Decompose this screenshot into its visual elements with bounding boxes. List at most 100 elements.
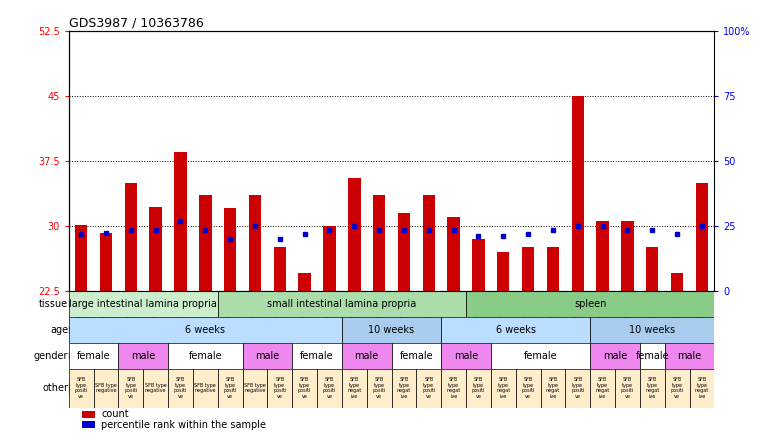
Bar (199, 195, 212, 291)
Text: SFB
type
positi
ve: SFB type positi ve (124, 377, 138, 399)
Bar (565, 369, 591, 408)
Text: 10 weeks: 10 weeks (630, 325, 675, 335)
Bar (547, 247, 559, 291)
Bar (94, 369, 118, 408)
Bar (299, 274, 311, 291)
Bar (348, 178, 361, 291)
Polygon shape (69, 300, 73, 308)
Bar (342, 369, 367, 408)
Bar (193, 369, 218, 408)
Text: female: female (636, 351, 669, 361)
Bar (392, 369, 416, 408)
Text: SFB type
negative: SFB type negative (145, 383, 167, 393)
Bar (516, 369, 541, 408)
Text: SFB
type
negat
ive: SFB type negat ive (694, 377, 709, 399)
Bar (422, 195, 435, 291)
Text: percentile rank within the sample: percentile rank within the sample (101, 420, 266, 430)
Bar (100, 233, 112, 291)
Bar (125, 182, 137, 291)
Text: SFB
type
positi
ve: SFB type positi ve (571, 377, 584, 399)
Bar (317, 369, 342, 408)
Bar (293, 369, 317, 408)
Bar (466, 369, 491, 408)
Text: GDS3987 / 10363786: GDS3987 / 10363786 (69, 17, 203, 30)
Bar (398, 213, 410, 291)
Bar (497, 252, 510, 291)
Bar (491, 369, 516, 408)
Text: SFB
type
positi
ve: SFB type positi ve (74, 377, 88, 399)
Bar (174, 152, 186, 291)
Bar (621, 222, 633, 291)
Bar (243, 369, 267, 408)
Text: spleen: spleen (574, 299, 607, 309)
Bar (224, 209, 236, 291)
Text: SFB
type
positi
ve: SFB type positi ve (322, 377, 336, 399)
Bar (293, 343, 342, 369)
Text: SFB
type
negat
ive: SFB type negat ive (645, 377, 659, 399)
Bar (466, 291, 714, 317)
Polygon shape (69, 352, 73, 360)
Text: 6 weeks: 6 weeks (496, 325, 536, 335)
Bar (442, 343, 491, 369)
Text: 6 weeks: 6 weeks (186, 325, 225, 335)
Bar (591, 369, 615, 408)
Text: small intestinal lamina propria: small intestinal lamina propria (267, 299, 416, 309)
Bar (75, 225, 87, 291)
Bar (267, 369, 293, 408)
Bar (646, 247, 659, 291)
Bar (591, 317, 714, 343)
Bar (373, 195, 385, 291)
Bar (448, 217, 460, 291)
Bar (571, 96, 584, 291)
Text: male: male (454, 351, 478, 361)
Text: male: male (603, 351, 627, 361)
Text: 10 weeks: 10 weeks (368, 325, 415, 335)
Bar (491, 343, 591, 369)
Bar (118, 369, 144, 408)
Bar (168, 343, 243, 369)
Bar (690, 369, 714, 408)
Polygon shape (69, 326, 73, 333)
Bar (665, 369, 690, 408)
Text: SFB
type
positi
ve: SFB type positi ve (620, 377, 634, 399)
Bar (168, 369, 193, 408)
Bar (392, 343, 442, 369)
Text: SFB
type
positi
ve: SFB type positi ve (298, 377, 312, 399)
Bar (274, 247, 286, 291)
Bar (416, 369, 442, 408)
Text: SFB
type
negat
ive: SFB type negat ive (347, 377, 361, 399)
Bar (367, 369, 392, 408)
Bar (323, 226, 335, 291)
Bar (640, 369, 665, 408)
Text: SFB
type
negat
ive: SFB type negat ive (496, 377, 510, 399)
Text: male: male (255, 351, 280, 361)
Bar (696, 182, 708, 291)
Bar (150, 207, 162, 291)
Bar (82, 411, 95, 418)
Bar (671, 274, 683, 291)
Bar (249, 195, 261, 291)
Text: SFB
type
positi
ve: SFB type positi ve (521, 377, 535, 399)
Bar (69, 291, 218, 317)
Bar (218, 291, 466, 317)
Bar (69, 369, 93, 408)
Bar (640, 343, 665, 369)
Bar (218, 369, 243, 408)
Bar (342, 343, 392, 369)
Text: tissue: tissue (39, 299, 68, 309)
Bar (118, 343, 168, 369)
Bar (442, 369, 466, 408)
Text: male: male (678, 351, 701, 361)
Text: male: male (354, 351, 379, 361)
Text: gender: gender (34, 351, 68, 361)
Text: female: female (523, 351, 558, 361)
Bar (522, 247, 534, 291)
Bar (69, 343, 118, 369)
Text: female: female (189, 351, 222, 361)
Text: female: female (76, 351, 111, 361)
Bar (82, 421, 95, 428)
Text: SFB
type
negat
ive: SFB type negat ive (446, 377, 461, 399)
Text: SFB
type
positi
ve: SFB type positi ve (273, 377, 286, 399)
Bar (342, 317, 442, 343)
Text: SFB type
negative: SFB type negative (195, 383, 216, 393)
